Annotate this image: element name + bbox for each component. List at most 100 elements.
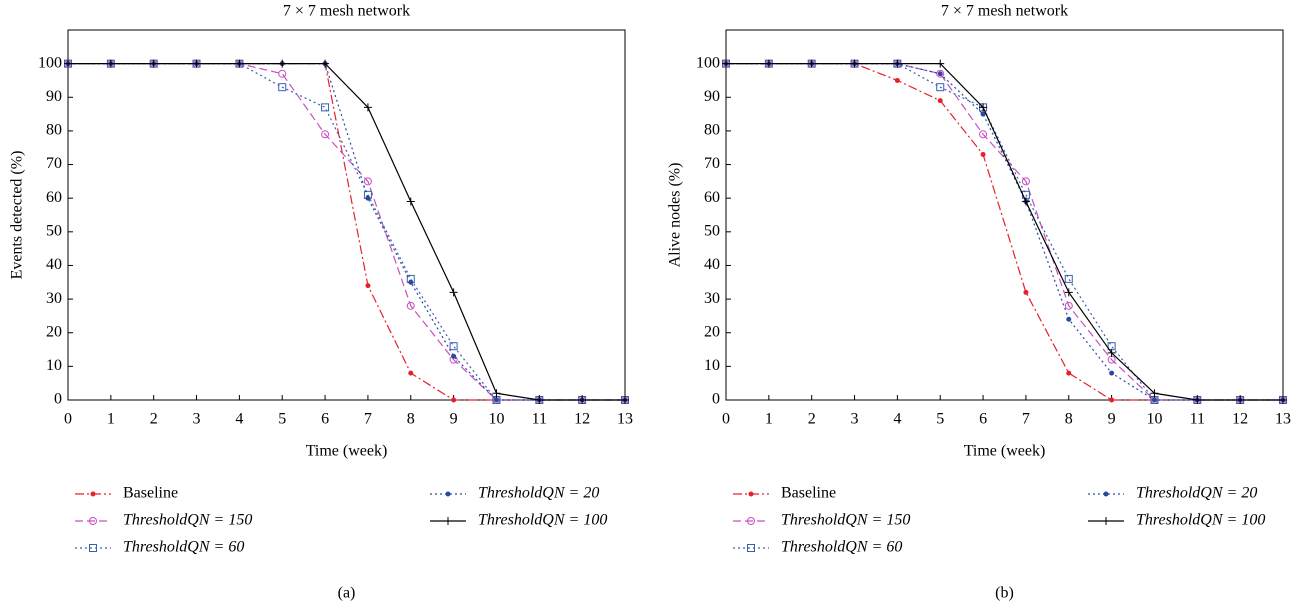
x-tick-label: 4 xyxy=(893,411,901,428)
series-line xyxy=(68,63,625,401)
point xyxy=(722,59,730,68)
y-tick-label: 0 xyxy=(712,391,720,408)
x-axis-label: Time (week) xyxy=(306,443,388,460)
point xyxy=(278,83,287,92)
series-line xyxy=(68,63,625,401)
chart: 7 × 7 mesh network0102030405060708090100… xyxy=(9,3,633,602)
series-line xyxy=(68,63,625,401)
y-tick-label: 20 xyxy=(46,323,62,340)
point xyxy=(1193,396,1202,404)
point xyxy=(1107,348,1116,357)
point xyxy=(1279,396,1287,404)
point xyxy=(278,69,287,78)
point xyxy=(1066,370,1072,376)
x-tick-label: 8 xyxy=(1065,411,1073,428)
x-tick-label: 4 xyxy=(235,411,243,428)
legend-marker xyxy=(89,517,97,525)
legend-marker xyxy=(445,491,451,497)
point xyxy=(451,353,457,359)
x-tick-label: 9 xyxy=(1108,411,1116,428)
point xyxy=(365,195,371,201)
point xyxy=(1021,177,1030,186)
point xyxy=(937,71,943,77)
series-line xyxy=(726,63,1283,401)
chart-title: 7 × 7 mesh network xyxy=(283,3,410,20)
point xyxy=(449,342,458,351)
legend-label: ThresholdQN = 150 xyxy=(123,512,252,529)
x-tick-label: 13 xyxy=(617,411,633,428)
point xyxy=(1109,370,1115,376)
x-tick-label: 11 xyxy=(532,411,547,428)
y-tick-label: 60 xyxy=(704,189,720,206)
point xyxy=(937,98,943,104)
series-line xyxy=(68,63,625,401)
point xyxy=(192,59,201,68)
point xyxy=(321,59,330,68)
x-tick-label: 5 xyxy=(936,411,944,428)
point xyxy=(1109,397,1115,403)
point xyxy=(578,396,587,404)
point xyxy=(980,151,986,157)
legend-label: ThresholdQN = 20 xyxy=(1136,485,1257,502)
point xyxy=(363,177,372,186)
point xyxy=(979,130,988,139)
point xyxy=(493,397,499,403)
y-axis-label: Events detected (%) xyxy=(9,151,26,280)
point xyxy=(278,59,287,68)
x-tick-label: 0 xyxy=(722,411,730,428)
y-tick-label: 30 xyxy=(704,290,720,307)
x-tick-label: 7 xyxy=(364,411,372,428)
legend-label: ThresholdQN = 100 xyxy=(478,512,607,529)
series-line xyxy=(726,63,1283,401)
point xyxy=(980,111,986,117)
y-tick-label: 50 xyxy=(704,222,720,239)
point xyxy=(1021,197,1030,206)
point xyxy=(451,397,457,403)
y-tick-label: 100 xyxy=(38,54,62,71)
legend-label: ThresholdQN = 150 xyxy=(781,512,910,529)
plot-frame xyxy=(725,29,1284,401)
x-tick-label: 2 xyxy=(150,411,158,428)
x-tick-label: 2 xyxy=(808,411,816,428)
legend-label: ThresholdQN = 20 xyxy=(478,485,599,502)
x-tick-label: 5 xyxy=(278,411,286,428)
point xyxy=(365,283,371,289)
y-tick-label: 40 xyxy=(704,256,720,273)
x-tick-label: 10 xyxy=(488,411,504,428)
point xyxy=(893,59,902,68)
y-tick-label: 80 xyxy=(46,122,62,139)
point xyxy=(850,59,859,68)
y-axis-label: Alive nodes (%) xyxy=(667,163,684,268)
x-tick-label: 3 xyxy=(851,411,859,428)
y-tick-label: 90 xyxy=(46,88,62,105)
y-tick-label: 10 xyxy=(704,357,720,374)
x-tick-label: 11 xyxy=(1190,411,1205,428)
y-tick-label: 80 xyxy=(704,122,720,139)
point xyxy=(406,301,415,310)
point xyxy=(764,59,773,68)
legend-marker xyxy=(748,491,754,497)
point xyxy=(235,59,244,68)
point xyxy=(321,103,330,112)
legend-label: ThresholdQN = 60 xyxy=(123,539,244,556)
legend-marker xyxy=(1102,517,1110,525)
x-tick-label: 12 xyxy=(1232,411,1248,428)
chart: 7 × 7 mesh network0102030405060708090100… xyxy=(667,3,1291,602)
point xyxy=(936,69,945,78)
y-tick-label: 90 xyxy=(704,88,720,105)
legend-marker xyxy=(747,517,755,525)
plot-frame xyxy=(67,29,626,401)
legend-label: Baseline xyxy=(781,485,836,502)
legend-marker xyxy=(90,491,96,497)
point xyxy=(321,130,330,139)
panel-label: (a) xyxy=(338,585,356,602)
point xyxy=(406,197,415,206)
x-tick-label: 6 xyxy=(321,411,329,428)
point xyxy=(449,288,458,297)
series-line xyxy=(68,63,625,401)
y-tick-label: 0 xyxy=(54,391,62,408)
point xyxy=(1064,274,1073,283)
x-tick-label: 9 xyxy=(450,411,458,428)
point xyxy=(936,59,945,68)
